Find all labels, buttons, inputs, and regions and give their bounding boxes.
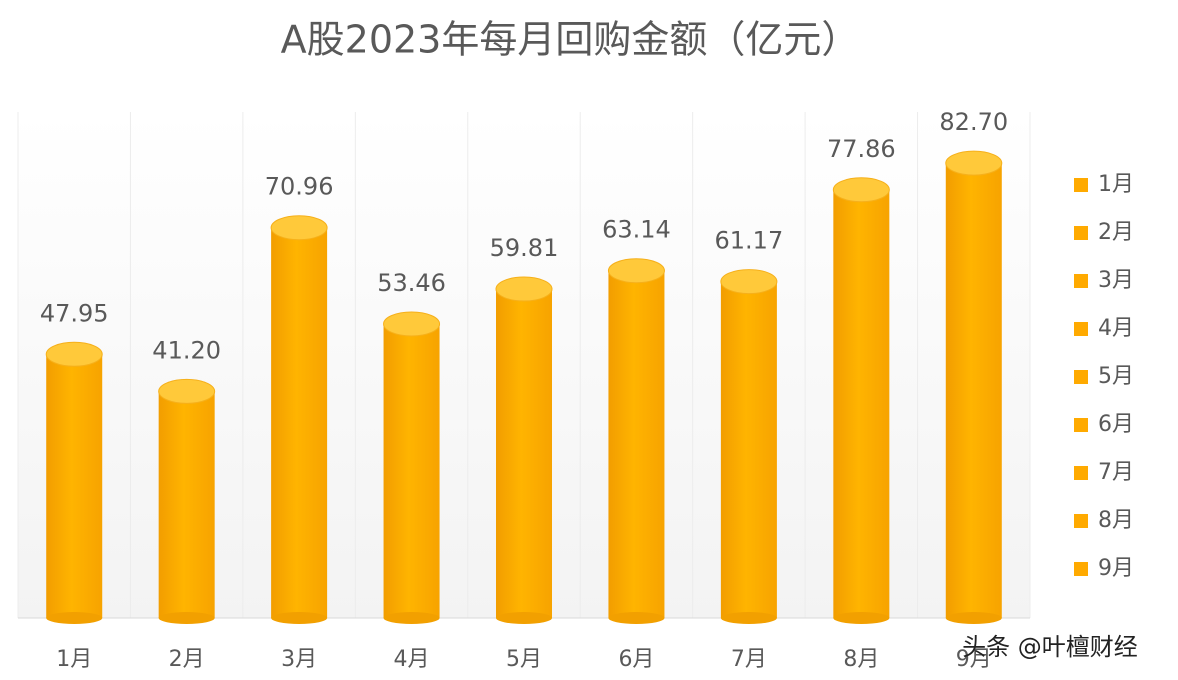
bar-bottom (158, 612, 215, 624)
bar-top (270, 215, 328, 241)
bar-bottom (608, 612, 665, 624)
bar (720, 281, 777, 618)
bar-top (45, 341, 103, 367)
legend-swatch (1074, 226, 1088, 240)
legend-swatch (1074, 274, 1088, 288)
legend-swatch (1074, 514, 1088, 528)
x-tick-label: 7月 (731, 647, 767, 672)
legend-swatch (1074, 418, 1088, 432)
bar (496, 289, 552, 618)
legend-swatch (1074, 562, 1088, 576)
bar (271, 227, 328, 618)
legend-swatch (1074, 370, 1088, 384)
value-label: 77.86 (827, 135, 896, 163)
legend-label: 9月 (1098, 556, 1134, 581)
bar-top (495, 276, 553, 302)
bar-top (720, 269, 778, 295)
x-tick-label: 6月 (618, 647, 654, 672)
watermark: 头条 @叶檀财经 (962, 633, 1138, 661)
bar-bottom (833, 612, 890, 624)
bar-bottom (383, 612, 440, 624)
legend-label: 6月 (1098, 412, 1134, 437)
value-label: 59.81 (490, 234, 559, 262)
bar-bottom (46, 612, 103, 624)
value-label: 82.70 (939, 108, 1008, 136)
x-tick-label: 4月 (394, 647, 430, 672)
legend-label: 2月 (1098, 220, 1134, 245)
x-tick-label: 8月 (843, 647, 879, 672)
legend-swatch (1074, 178, 1088, 192)
bar (608, 270, 665, 618)
bar-top (945, 150, 1003, 176)
bar-top (607, 258, 665, 284)
legend-swatch (1074, 466, 1088, 480)
legend-label: 7月 (1098, 460, 1134, 485)
bar-bottom (945, 612, 1002, 624)
bar-bottom (496, 612, 552, 624)
x-tick-label: 1月 (56, 647, 92, 672)
legend-swatch (1074, 322, 1088, 336)
bar (945, 163, 1002, 618)
bar-top (158, 378, 216, 404)
chart-title: A股2023年每月回购金额（亿元） (281, 18, 860, 62)
x-tick-label: 3月 (281, 647, 317, 672)
value-label: 63.14 (602, 216, 671, 244)
bar (383, 323, 440, 618)
x-tick-label: 5月 (506, 647, 542, 672)
value-label: 47.95 (40, 299, 109, 327)
bar (158, 391, 215, 618)
bar (46, 354, 103, 618)
x-tick-label: 2月 (169, 647, 205, 672)
x-tick-label: 9月 (956, 647, 992, 672)
bar-top (383, 311, 441, 337)
legend-label: 8月 (1098, 508, 1134, 533)
bar (833, 189, 890, 618)
value-label: 41.20 (152, 336, 221, 364)
bar-bottom (271, 612, 328, 624)
bar-bottom (720, 612, 777, 624)
value-label: 53.46 (377, 269, 446, 297)
legend-label: 4月 (1098, 316, 1134, 341)
value-label: 61.17 (715, 227, 784, 255)
value-label: 70.96 (265, 173, 334, 201)
legend-label: 5月 (1098, 364, 1134, 389)
legend-label: 3月 (1098, 268, 1134, 293)
bar-top (832, 177, 890, 203)
legend-label: 1月 (1098, 172, 1134, 197)
